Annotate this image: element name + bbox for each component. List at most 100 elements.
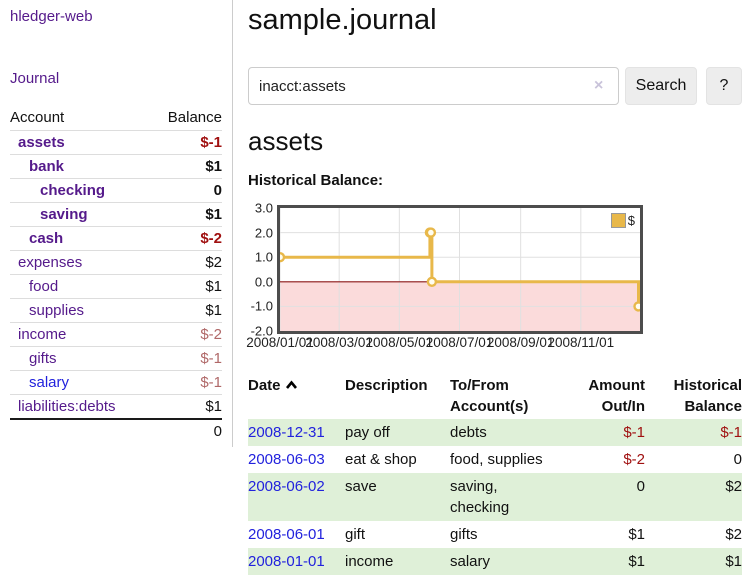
search-button[interactable]: Search <box>625 67 697 105</box>
account-row: checking 0 <box>10 178 222 203</box>
account-link[interactable]: salary <box>29 374 70 391</box>
account-row: salary $-1 <box>10 370 222 395</box>
account-link[interactable]: income <box>18 326 67 343</box>
accounts-table: Account Balance assets $-1 bank $1 check… <box>10 106 222 443</box>
accounts-total: 0 <box>150 418 222 443</box>
balance-column-header: Balance <box>167 109 222 126</box>
transaction-balance: $2 <box>725 478 742 495</box>
chart-legend: $ <box>610 213 635 228</box>
sort-ascending-icon <box>285 380 297 389</box>
account-link[interactable]: assets <box>18 134 65 151</box>
transaction-accounts: food, supplies <box>450 451 543 468</box>
account-link[interactable]: cash <box>29 230 64 247</box>
account-balance: $2 <box>205 254 222 271</box>
sidebar: hledger-web Journal Account Balance asse… <box>0 0 233 447</box>
transaction-row[interactable]: 2008-06-01 gift gifts $1 $2 <box>248 521 742 548</box>
transaction-description: gift <box>345 526 366 543</box>
x-tick-label: 2008/11/01 <box>547 335 615 350</box>
x-tick-label: 2008/01/01 <box>246 335 314 350</box>
account-link[interactable]: expenses <box>18 254 83 271</box>
account-balance: $1 <box>205 398 222 415</box>
transactions-header-row: Date Description To/From Account(s) Amou… <box>248 373 742 419</box>
date-column-header[interactable]: Date <box>248 373 345 419</box>
transaction-amount: 0 <box>636 478 645 495</box>
transaction-description: save <box>345 478 377 495</box>
x-tick-label: 2008/07/01 <box>425 335 494 350</box>
tofrom-column-header: To/From Account(s) <box>450 377 529 415</box>
account-balance: $-1 <box>200 374 222 391</box>
transaction-description: pay off <box>345 424 390 441</box>
y-tick-label: 2.0 <box>254 225 273 241</box>
transaction-amount: $-1 <box>623 424 645 441</box>
main-content: sample.journal × Search ? assets Histori… <box>246 0 742 575</box>
help-button[interactable]: ? <box>706 67 742 105</box>
app-brand: hledger-web <box>10 8 222 25</box>
transaction-balance: 0 <box>733 451 742 468</box>
transaction-row[interactable]: 2008-12-31 pay off debts $-1 $-1 <box>248 419 742 446</box>
transaction-row[interactable]: 2008-06-02 save saving, checking 0 $2 <box>248 473 742 521</box>
transaction-date-link[interactable]: 2008-12-31 <box>248 424 325 441</box>
legend-label: $ <box>627 213 635 228</box>
y-axis-labels: 3.0 2.0 1.0 0.0 -1.0 -2.0 <box>248 201 274 339</box>
transactions-table: Date Description To/From Account(s) Amou… <box>248 373 742 575</box>
account-row: assets $-1 <box>10 130 222 155</box>
account-balance: $1 <box>205 302 222 319</box>
transaction-date-link[interactable]: 2008-06-03 <box>248 451 325 468</box>
account-row: cash $-2 <box>10 226 222 251</box>
balance-chart-plot <box>280 208 640 331</box>
x-tick-label: 2008/09/01 <box>486 335 555 350</box>
x-axis-labels: 2008/01/01 2008/03/01 2008/05/01 2008/07/01… <box>246 335 646 353</box>
transaction-date-link[interactable]: 2008-01-01 <box>248 553 325 570</box>
account-column-header: Account <box>10 109 65 126</box>
accounts-header-row: Account Balance <box>10 106 222 131</box>
description-column-header: Description <box>345 377 428 394</box>
account-link[interactable]: bank <box>29 158 65 175</box>
account-link[interactable]: supplies <box>29 302 85 319</box>
balance-chart: 3.0 2.0 1.0 0.0 -1.0 -2.0 $ 2008/01/01 2008/03… <box>246 201 742 357</box>
transaction-balance: $2 <box>725 526 742 543</box>
account-row: supplies $1 <box>10 298 222 323</box>
y-tick-label: 1.0 <box>254 249 273 265</box>
clear-search-icon[interactable]: × <box>594 77 604 94</box>
transaction-description: income <box>345 553 394 570</box>
y-tick-label: 0.0 <box>254 274 273 290</box>
transaction-date-link[interactable]: 2008-06-01 <box>248 526 325 543</box>
account-balance: $1 <box>205 278 222 295</box>
accounts-total-row: 0 <box>10 418 222 443</box>
x-tick-label: 2008/05/01 <box>365 335 434 350</box>
y-tick-label: 3.0 <box>254 200 273 216</box>
account-balance: $1 <box>205 158 222 175</box>
account-balance: 0 <box>213 182 222 199</box>
transaction-accounts: saving, checking <box>450 478 510 516</box>
transaction-accounts: salary <box>450 553 491 570</box>
nav-journal: Journal <box>10 70 222 87</box>
transaction-balance: $-1 <box>720 424 742 441</box>
account-balance: $1 <box>205 206 222 223</box>
account-link[interactable]: checking <box>40 182 106 199</box>
transaction-amount: $1 <box>628 526 645 543</box>
transaction-balance: $1 <box>725 553 742 570</box>
search-input[interactable] <box>248 67 619 105</box>
account-balance: $-2 <box>200 326 222 343</box>
transaction-row[interactable]: 2008-06-03 eat & shop food, supplies $-2… <box>248 446 742 473</box>
account-link[interactable]: gifts <box>29 350 57 367</box>
account-link[interactable]: food <box>29 278 59 295</box>
amount-column-header: Amount Out/In <box>588 377 645 415</box>
transaction-accounts: debts <box>450 424 487 441</box>
transaction-date-link[interactable]: 2008-06-02 <box>248 478 325 495</box>
account-row: food $1 <box>10 274 222 299</box>
x-tick-label: 2008/03/01 <box>305 335 373 350</box>
transaction-row[interactable]: 2008-01-01 income salary $1 $1 <box>248 548 742 575</box>
y-tick-label: -1.0 <box>250 298 273 314</box>
transaction-amount: $1 <box>628 553 645 570</box>
transaction-amount: $-2 <box>623 451 645 468</box>
y-tick-label: -2.0 <box>250 323 273 339</box>
account-link[interactable]: liabilities:debts <box>18 398 116 415</box>
journal-link[interactable]: Journal <box>10 70 60 87</box>
account-link[interactable]: saving <box>40 206 88 223</box>
balance-column-header: Historical Balance <box>673 377 742 415</box>
brand-link[interactable]: hledger-web <box>10 8 93 25</box>
chart-title: Historical Balance: <box>248 172 384 189</box>
transaction-description: eat & shop <box>345 451 417 468</box>
account-row: bank $1 <box>10 154 222 179</box>
